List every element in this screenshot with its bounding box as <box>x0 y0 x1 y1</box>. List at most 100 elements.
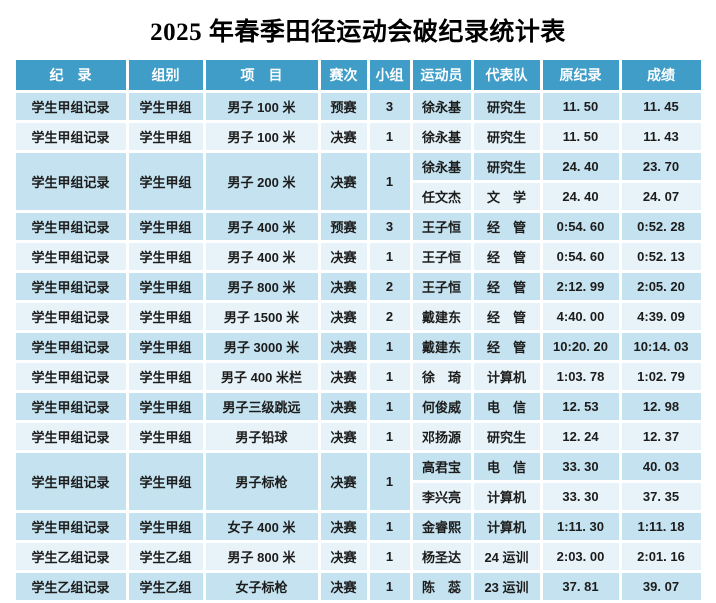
old-record-cell: 2:12. 99 <box>542 273 619 300</box>
athlete-cell: 何俊威 <box>412 393 471 420</box>
round-cell: 预赛 <box>320 93 367 120</box>
group-cell: 学生甲组 <box>128 333 203 360</box>
result-cell: 12. 37 <box>621 423 701 450</box>
table-header: 纪 录组别项 目赛次 小组 运动员 代表队 原纪录 成绩 <box>15 60 701 90</box>
table-row: 李兴亮 计算机 33. 30 37. 35 <box>16 483 701 510</box>
team-cell: 研究生 <box>473 423 540 450</box>
record-cell: 学生甲组记录 <box>15 393 126 420</box>
result-cell: 24. 07 <box>621 183 701 210</box>
athlete-cell: 李兴亮 <box>412 483 471 510</box>
team-cell: 研究生 <box>473 123 540 150</box>
athlete-cell: 高君宝 <box>412 453 471 480</box>
team-cell: 经 管 <box>473 303 540 330</box>
old-record-cell: 12. 24 <box>542 423 619 450</box>
result-cell: 2:01. 16 <box>621 543 701 570</box>
event-cell: 男子铅球 <box>205 423 318 450</box>
athlete-cell: 陈 蕊 <box>412 573 471 600</box>
athlete-cell: 王子恒 <box>412 243 471 270</box>
record-cell: 学生甲组记录 <box>15 243 126 270</box>
team-cell: 研究生 <box>473 93 540 120</box>
team-cell: 24 运训 <box>473 543 540 570</box>
heat-cell: 1 <box>369 153 410 210</box>
event-cell: 男子标枪 <box>205 453 318 510</box>
heat-cell: 1 <box>369 333 410 360</box>
old-record-cell: 33. 30 <box>542 453 619 480</box>
heat-cell: 3 <box>369 213 410 240</box>
athlete-cell: 王子恒 <box>412 213 471 240</box>
result-cell: 1:11. 18 <box>621 513 701 540</box>
table-row: 学生甲组记录 学生甲组 男子 400 米预赛 3 王子恒经 管 0:54. 60 0:52.… <box>15 213 701 240</box>
old-record-cell: 0:54. 60 <box>542 243 619 270</box>
event-cell: 女子标枪 <box>205 573 318 600</box>
result-cell: 37. 35 <box>621 483 701 510</box>
column-header-8: 成绩 <box>621 60 701 90</box>
event-cell: 男子 100 米 <box>205 123 318 150</box>
event-cell: 男子 3000 米 <box>205 333 318 360</box>
event-cell: 男子 800 米 <box>205 543 318 570</box>
result-cell: 40. 03 <box>621 453 701 480</box>
team-cell: 经 管 <box>473 213 540 240</box>
table-row: 学生甲组记录 学生甲组 男子 1500 米决赛 2 戴建东经 管 4:40. 00 4:39… <box>15 303 701 330</box>
result-cell: 0:52. 13 <box>621 243 701 270</box>
record-cell: 学生甲组记录 <box>15 273 126 300</box>
table-row: 学生甲组记录 学生甲组 男子 3000 米决赛 1 戴建东经 管 10:20. 20 10:… <box>15 333 701 360</box>
old-record-cell: 24. 40 <box>542 183 619 210</box>
athlete-cell: 徐永基 <box>412 153 471 180</box>
group-cell: 学生甲组 <box>128 243 203 270</box>
athlete-cell: 戴建东 <box>412 303 471 330</box>
athlete-cell: 杨圣达 <box>412 543 471 570</box>
round-cell: 决赛 <box>320 243 367 270</box>
record-cell: 学生甲组记录 <box>15 303 126 330</box>
result-cell: 2:05. 20 <box>621 273 701 300</box>
round-cell: 决赛 <box>320 153 367 210</box>
team-cell: 经 管 <box>473 243 540 270</box>
table-row: 学生甲组记录 学生甲组 男子铅球 决赛 1 邓扬源 研究生 12. 24 12. 37 <box>15 423 701 450</box>
old-record-cell: 37. 81 <box>542 573 619 600</box>
record-cell: 学生甲组记录 <box>15 213 126 240</box>
team-cell: 研究生 <box>473 153 540 180</box>
athlete-cell: 邓扬源 <box>412 423 471 450</box>
heat-cell: 1 <box>369 123 410 150</box>
column-header-4: 小组 <box>369 60 410 90</box>
column-header-3: 赛次 <box>320 60 367 90</box>
result-cell: 4:39. 09 <box>621 303 701 330</box>
result-cell: 1:02. 79 <box>621 363 701 390</box>
athlete-cell: 徐永基 <box>412 93 471 120</box>
round-cell: 预赛 <box>320 213 367 240</box>
column-header-0: 纪 录 <box>15 60 126 90</box>
group-cell: 学生甲组 <box>128 303 203 330</box>
team-cell: 电 信 <box>473 393 540 420</box>
heat-cell: 1 <box>369 543 410 570</box>
group-cell: 学生乙组 <box>128 573 203 600</box>
group-cell: 学生甲组 <box>128 213 203 240</box>
old-record-cell: 1:03. 78 <box>542 363 619 390</box>
round-cell: 决赛 <box>320 513 367 540</box>
column-header-7: 原纪录 <box>542 60 619 90</box>
result-cell: 0:52. 28 <box>621 213 701 240</box>
team-cell: 计算机 <box>473 513 540 540</box>
page-title: 2025 年春季田径运动会破纪录统计表 <box>150 19 566 46</box>
round-cell: 决赛 <box>320 573 367 600</box>
athlete-cell: 徐永基 <box>412 123 471 150</box>
table-row: 学生甲组记录 学生甲组 男子 800 米决赛 2 王子恒经 管 2:12. 99 2:05.… <box>15 273 701 300</box>
event-cell: 男子 400 米 <box>205 243 318 270</box>
team-cell: 经 管 <box>473 273 540 300</box>
table-row: 学生甲组记录 学生甲组 男子 200 米决赛 1 徐永基 研究生 24. 40 23. 70 <box>15 153 701 210</box>
athlete-cell: 王子恒 <box>412 273 471 300</box>
result-cell: 23. 70 <box>621 153 701 180</box>
table-row: 学生甲组记录 学生甲组 男子 400 米决赛 1 王子恒经 管 0:54. 60 0:52.… <box>15 243 701 270</box>
group-cell: 学生甲组 <box>128 93 203 120</box>
group-cell: 学生甲组 <box>128 273 203 300</box>
record-cell: 学生甲组记录 <box>15 123 126 150</box>
athlete-cell: 金睿熙 <box>412 513 471 540</box>
old-record-cell: 33. 30 <box>542 483 619 510</box>
column-header-5: 运动员 <box>412 60 471 90</box>
heat-cell: 1 <box>369 453 410 510</box>
result-cell: 11. 45 <box>621 93 701 120</box>
group-cell: 学生乙组 <box>128 543 203 570</box>
heat-cell: 2 <box>369 273 410 300</box>
old-record-cell: 11. 50 <box>542 123 619 150</box>
old-record-cell: 0:54. 60 <box>542 213 619 240</box>
athlete-cell: 任文杰 <box>412 183 471 210</box>
result-cell: 39. 07 <box>621 573 701 600</box>
